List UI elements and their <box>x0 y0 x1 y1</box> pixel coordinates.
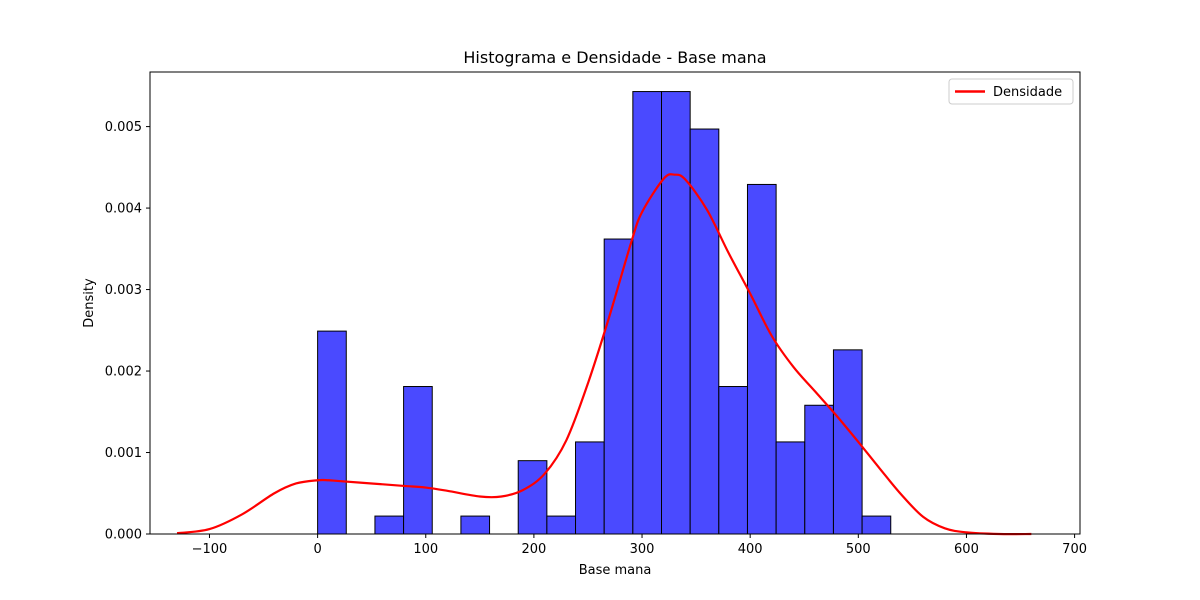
y-tick-label: 0.000 <box>105 528 142 543</box>
histogram-bar <box>861 515 892 535</box>
x-tick-label: 700 <box>1062 542 1087 557</box>
x-axis: −100 0 100 200 300 400 500 600 700 <box>192 534 1087 557</box>
legend: Densidade <box>948 78 1074 105</box>
histogram-bar <box>517 460 548 535</box>
histogram-bar <box>403 386 433 535</box>
legend-box <box>948 78 1074 105</box>
y-tick-label: 0.003 <box>105 283 142 298</box>
plot-area <box>176 91 1032 536</box>
x-tick-label: 300 <box>630 542 655 557</box>
histogram-bar <box>575 441 605 535</box>
histogram-bar <box>661 91 691 535</box>
histogram-bar <box>546 515 577 535</box>
y-tick-label: 0.002 <box>105 365 142 380</box>
y-tick-label: 0.005 <box>105 120 142 135</box>
histogram-bar <box>718 386 748 535</box>
legend-label-densidade: Densidade <box>993 85 1062 100</box>
x-axis-label: Base mana <box>579 563 652 578</box>
histogram-bar <box>775 441 806 535</box>
x-tick-label: 0 <box>313 542 321 557</box>
x-tick-label: 500 <box>846 542 871 557</box>
histogram-bar <box>460 515 491 535</box>
axes-frame <box>149 71 1081 535</box>
histogram-bar <box>374 515 405 535</box>
x-tick-label: 200 <box>521 542 546 557</box>
histogram-bar <box>317 330 347 535</box>
histogram-bar <box>689 128 720 535</box>
x-tick-label: 600 <box>954 542 979 557</box>
y-tick-label: 0.001 <box>105 446 142 461</box>
y-tick-label: 0.004 <box>105 202 142 217</box>
chart-title: Histograma e Densidade - Base mana <box>463 48 766 67</box>
x-tick-label: 100 <box>413 542 438 557</box>
histogram-bar <box>746 183 777 535</box>
density-curve <box>176 173 1032 536</box>
histogram-bar <box>804 404 834 535</box>
x-tick-label: −100 <box>192 542 228 557</box>
x-tick-label: 400 <box>738 542 763 557</box>
y-axis: 0.000 0.001 0.002 0.003 0.004 0.005 <box>105 120 150 543</box>
y-axis-label: Density <box>82 278 97 328</box>
histogram-bar <box>632 91 662 535</box>
